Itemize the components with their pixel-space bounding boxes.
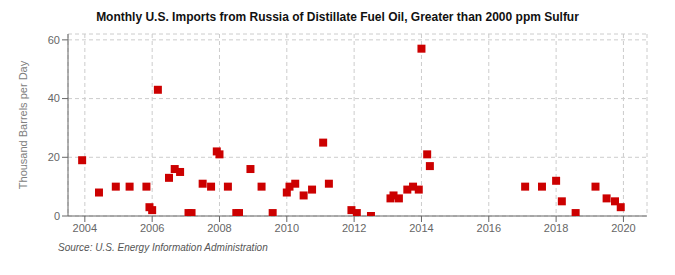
svg-text:2020: 2020 xyxy=(611,222,635,234)
svg-text:2018: 2018 xyxy=(544,222,568,234)
svg-text:20: 20 xyxy=(48,151,60,163)
svg-text:2014: 2014 xyxy=(409,222,433,234)
svg-text:2010: 2010 xyxy=(275,222,299,234)
svg-text:2016: 2016 xyxy=(477,222,501,234)
svg-text:60: 60 xyxy=(48,34,60,46)
svg-text:2012: 2012 xyxy=(342,222,366,234)
svg-text:40: 40 xyxy=(48,92,60,104)
svg-text:2004: 2004 xyxy=(73,222,97,234)
svg-text:2008: 2008 xyxy=(207,222,231,234)
html-text:Monthly U.S. Imports from Russ: Monthly U.S. Imports from Russia of Dist… xyxy=(96,10,579,24)
svg-text:0: 0 xyxy=(54,210,60,222)
svg-text:Thousand Barrels per Day: Thousand Barrels per Day xyxy=(17,60,29,189)
svg-text:2006: 2006 xyxy=(140,222,164,234)
html-text:Source: U.S. Energy Informatio: Source: U.S. Energy Information Administ… xyxy=(58,242,268,253)
